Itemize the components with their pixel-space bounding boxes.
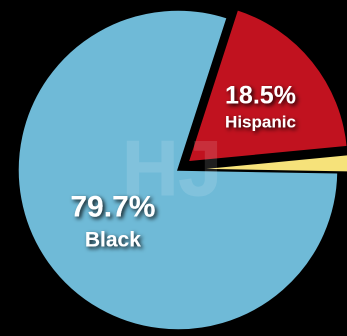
slice-value-label-black: 79.7% [70, 191, 155, 224]
slice-name-label-hispanic: Hispanic [225, 113, 296, 132]
slice-value-label-hispanic: 18.5% [225, 82, 296, 110]
watermark-logo: HJ [122, 124, 223, 213]
slice-name-label-black: Black [85, 229, 141, 252]
pie-slice-other [192, 153, 347, 173]
pie-slice-hispanic [187, 8, 347, 163]
svg-text:HJ: HJ [122, 124, 222, 212]
pie-slices [17, 8, 347, 331]
pie-slice-black [17, 9, 339, 331]
